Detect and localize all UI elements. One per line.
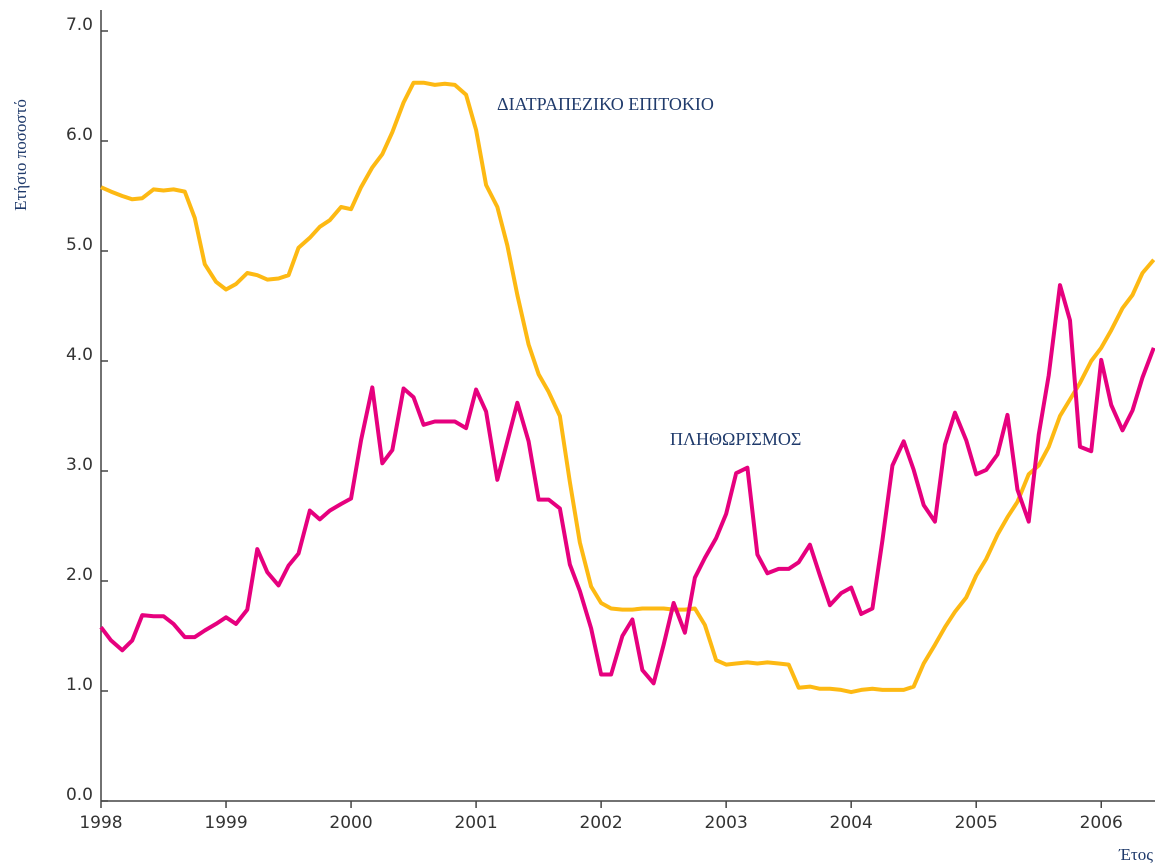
annotation: ΔΙΑΤΡΑΠΕΖΙΚΟ ΕΠΙΤΟΚΙΟ — [497, 94, 714, 114]
x-tick-label: 2004 — [830, 813, 873, 833]
x-tick-label: 2005 — [955, 813, 998, 833]
x-tick-label: 2003 — [705, 813, 748, 833]
annotation: ΠΛΗΘΩΡΙΣΜΟΣ — [670, 429, 801, 449]
x-tick-label: 2000 — [329, 813, 372, 833]
x-tick-label: 1998 — [79, 813, 122, 833]
y-tick-label: 6.0 — [66, 125, 93, 145]
y-tick-label: 2.0 — [66, 565, 93, 585]
y-tick-label: 0.0 — [66, 785, 93, 805]
x-axis-label: Έτος — [1118, 845, 1153, 864]
x-tick-label: 2002 — [579, 813, 622, 833]
y-tick-label: 3.0 — [66, 455, 93, 475]
x-tick-label: 1999 — [204, 813, 247, 833]
y-tick-label: 5.0 — [66, 235, 93, 255]
y-tick-label: 7.0 — [66, 15, 93, 35]
y-tick-label: 1.0 — [66, 675, 93, 695]
y-tick-label: 4.0 — [66, 345, 93, 365]
series-line — [99, 283, 1155, 686]
series-line — [100, 80, 1155, 695]
x-tick-label: 2006 — [1080, 813, 1123, 833]
y-axis-label: Ετήσιο ποσοστό — [11, 99, 30, 211]
x-tick-label: 2001 — [454, 813, 497, 833]
